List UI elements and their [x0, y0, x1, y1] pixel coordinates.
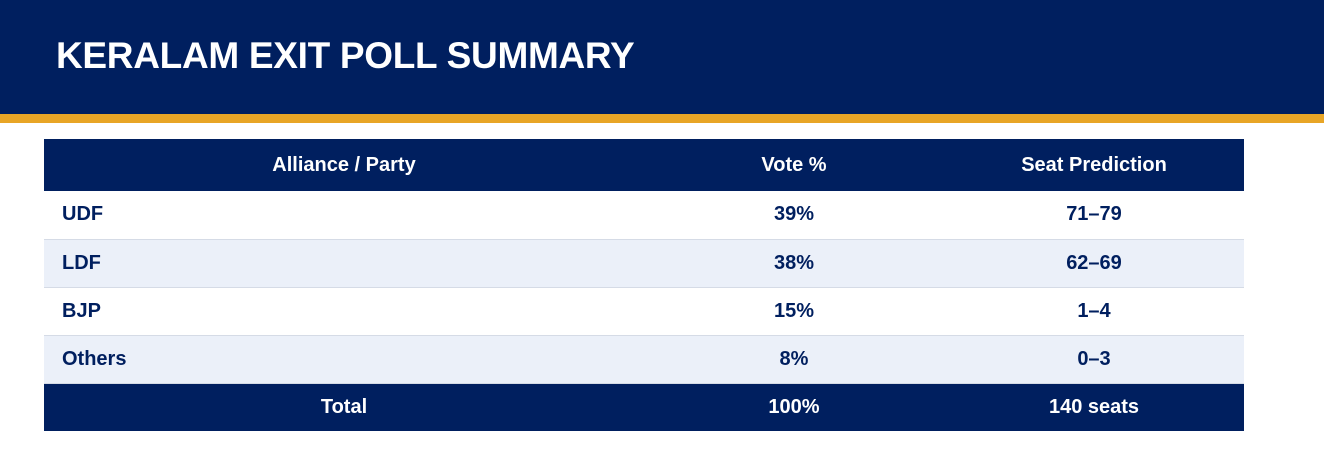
seats-cell: 0–3	[944, 335, 1244, 384]
total-vote: 100%	[644, 383, 944, 431]
party-cell: BJP	[44, 287, 644, 336]
vote-cell: 38%	[644, 239, 944, 288]
table-row-udf: UDF 39% 71–79	[44, 191, 1244, 240]
party-cell: Others	[44, 335, 644, 384]
party-cell: UDF	[44, 191, 644, 240]
seats-cell: 71–79	[944, 191, 1244, 240]
accent-divider	[0, 114, 1324, 123]
party-cell: LDF	[44, 239, 644, 288]
column-header-vote: Vote %	[644, 139, 944, 191]
table-total-row: Total 100% 140 seats	[44, 383, 1244, 431]
exit-poll-table: Alliance / Party Vote % Seat Prediction …	[44, 139, 1244, 431]
seats-cell: 1–4	[944, 287, 1244, 336]
seats-cell: 62–69	[944, 239, 1244, 288]
vote-cell: 8%	[644, 335, 944, 384]
page-title: KERALAM EXIT POLL SUMMARY	[56, 35, 635, 76]
vote-cell: 15%	[644, 287, 944, 336]
total-seats: 140 seats	[944, 383, 1244, 431]
vote-cell: 39%	[644, 191, 944, 240]
table-row-others: Others 8% 0–3	[44, 335, 1244, 384]
column-header-seats: Seat Prediction	[944, 139, 1244, 191]
header-banner: KERALAM EXIT POLL SUMMARY	[0, 0, 1324, 114]
table-row-bjp: BJP 15% 1–4	[44, 287, 1244, 336]
table-header-row: Alliance / Party Vote % Seat Prediction	[44, 139, 1244, 191]
table-row-ldf: LDF 38% 62–69	[44, 239, 1244, 288]
column-header-party: Alliance / Party	[44, 139, 644, 191]
total-label: Total	[44, 383, 644, 431]
